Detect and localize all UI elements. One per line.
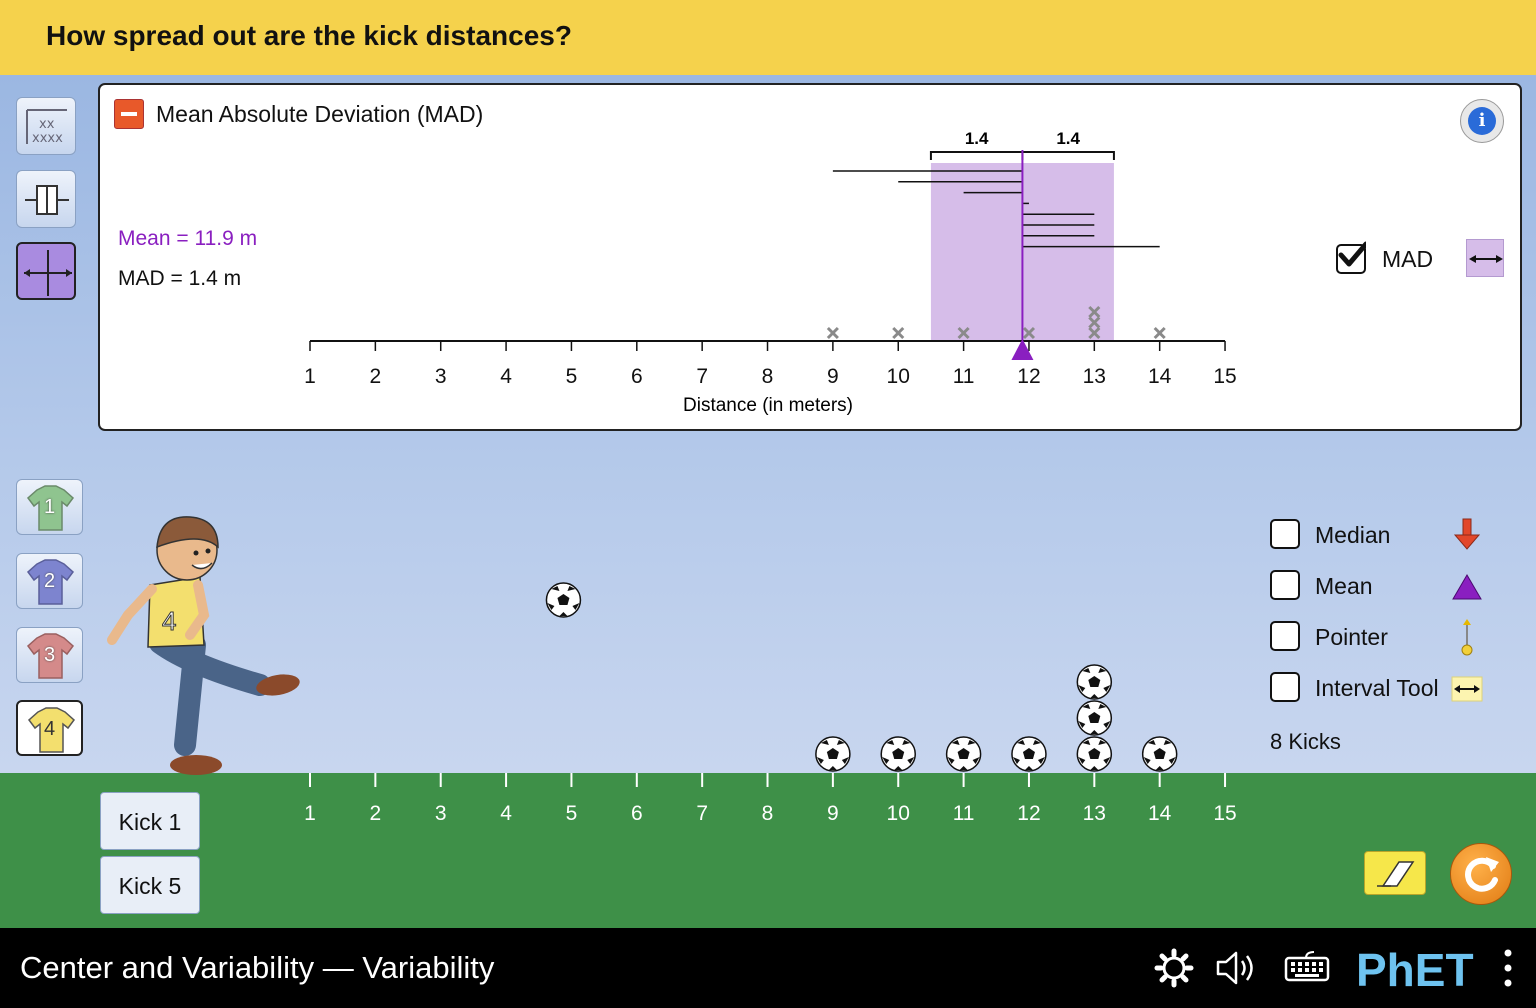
data-x-mark	[957, 326, 970, 340]
kick-5-button[interactable]: Kick 5	[100, 856, 200, 914]
median-checkbox[interactable]	[1270, 519, 1300, 549]
svg-text:PhET: PhET	[1356, 944, 1474, 996]
kicks-count: 8 Kicks	[1270, 729, 1341, 754]
reset-icon	[1465, 857, 1499, 892]
mad-legend-swatch	[1466, 239, 1504, 277]
kicker-3-button[interactable]: 3	[16, 627, 83, 683]
tick-label: 7	[696, 365, 708, 388]
keyboard-icon[interactable]	[1284, 948, 1330, 988]
tick-label: 2	[370, 365, 382, 388]
kicker-2-button[interactable]: 2	[16, 553, 83, 609]
tick-label: 10	[887, 365, 910, 388]
data-x-mark	[892, 326, 905, 340]
mad-accordion-panel: Mean Absolute Deviation (MAD) i Mean = 1…	[98, 83, 1522, 431]
eraser-icon	[1377, 861, 1415, 887]
panel-title: Mean Absolute Deviation (MAD)	[156, 101, 484, 127]
mad-left-value: 1.4	[965, 129, 989, 148]
collapse-panel-button[interactable]	[114, 99, 144, 129]
mean-triangle-icon	[1011, 339, 1034, 360]
tick-label: 3	[435, 365, 447, 388]
number-line-axis: 1 2 3 4 5 6 7 8 9 10 11 12 13 14 15	[304, 340, 1237, 388]
tick-label: 9	[827, 365, 839, 388]
svg-text:4: 4	[162, 606, 176, 636]
soccer-field-ground	[0, 773, 1536, 928]
mean-triangle-icon	[1452, 574, 1482, 600]
tick-label: 5	[566, 365, 578, 388]
deviation-lines	[832, 170, 1160, 248]
interval-tool-checkbox[interactable]	[1270, 672, 1300, 702]
mad-readout: MAD = 1.4 m	[118, 267, 242, 290]
question-title: How spread out are the kick distances?	[46, 20, 572, 51]
mad-checkbox-label: MAD	[1382, 246, 1434, 272]
tick-label: 13	[1083, 365, 1106, 388]
svg-text:xx: xx	[39, 117, 55, 132]
phet-logo[interactable]: PhET	[1356, 940, 1486, 1000]
double-arrow-icon	[1469, 255, 1503, 263]
check-icon	[1338, 241, 1366, 267]
navigation-bar: Center and Variability — Variability PhE…	[0, 928, 1536, 1008]
tick-label: 11	[953, 365, 975, 388]
data-x-mark	[1153, 326, 1166, 340]
interval-tool-icon	[1451, 676, 1483, 702]
eraser-button[interactable]	[1364, 851, 1426, 895]
audio-speaker-icon[interactable]	[1214, 948, 1260, 988]
shirt-icon	[27, 707, 76, 753]
kicker-character: 4	[107, 516, 300, 775]
question-bar: How spread out are the kick distances?	[0, 0, 1536, 75]
dot-plot-mode-button[interactable]: xx xxxx	[16, 97, 76, 155]
pointer-checkbox[interactable]	[1270, 621, 1300, 651]
mad-icon	[24, 250, 72, 296]
mean-label: Mean	[1315, 573, 1373, 599]
kicker-4-button[interactable]: 4	[16, 700, 83, 756]
shirt-icon	[26, 633, 75, 679]
kicker-number: 4	[43, 718, 56, 740]
median-arrow-icon	[1453, 518, 1481, 550]
svg-text:xxxx: xxxx	[32, 131, 63, 146]
data-x-mark	[1088, 326, 1101, 340]
tick-label: 12	[1017, 365, 1040, 388]
kicker-number: 3	[43, 644, 56, 666]
sim-title[interactable]: Center and Variability — Variability	[20, 950, 495, 985]
kick-1-button[interactable]: Kick 1	[100, 792, 200, 850]
tick-label: 4	[500, 365, 512, 388]
mad-mode-button[interactable]	[16, 242, 76, 300]
shirt-icon	[26, 485, 75, 531]
interval-tool-label: Interval Tool	[1315, 675, 1439, 701]
kicker-number: 2	[43, 570, 56, 592]
pointer-icon	[1461, 619, 1473, 656]
mad-checkbox[interactable]	[1336, 241, 1366, 274]
kicker-1-button[interactable]: 1	[16, 479, 83, 535]
axis-label: Distance (in meters)	[683, 395, 853, 416]
tick-label: 6	[631, 365, 643, 388]
mad-right-value: 1.4	[1056, 129, 1080, 148]
more-options-icon[interactable]	[1503, 946, 1513, 996]
mad-dot-plot: 1.4 1.4 1 2 3 4 5 6 7 8 9 10 11 12 13 14 15 Distance (…	[304, 129, 1237, 416]
kicker-number: 1	[43, 496, 56, 518]
tick-label: 1	[304, 365, 316, 388]
tick-label: 8	[762, 365, 774, 388]
data-x-mark	[1022, 326, 1036, 340]
median-label: Median	[1315, 522, 1391, 548]
tick-label: 15	[1213, 365, 1236, 388]
reset-all-button[interactable]	[1450, 843, 1512, 905]
mean-checkbox[interactable]	[1270, 570, 1300, 600]
info-button[interactable]: i	[1460, 99, 1504, 143]
info-icon: i	[1468, 107, 1496, 135]
dot-plot-icon: xx xxxx	[26, 109, 67, 146]
box-plot-icon	[25, 185, 69, 215]
data-x-mark	[1088, 316, 1101, 329]
data-x-mark	[1088, 305, 1101, 319]
box-plot-mode-button[interactable]	[16, 170, 76, 228]
pointer-label: Pointer	[1315, 624, 1388, 650]
shirt-icon	[26, 559, 75, 605]
data-x-mark	[826, 326, 839, 340]
mean-readout: Mean = 11.9 m	[118, 227, 258, 250]
data-x-marks	[826, 305, 1166, 340]
settings-gear-icon[interactable]	[1154, 948, 1194, 988]
tick-label: 14	[1148, 365, 1172, 388]
